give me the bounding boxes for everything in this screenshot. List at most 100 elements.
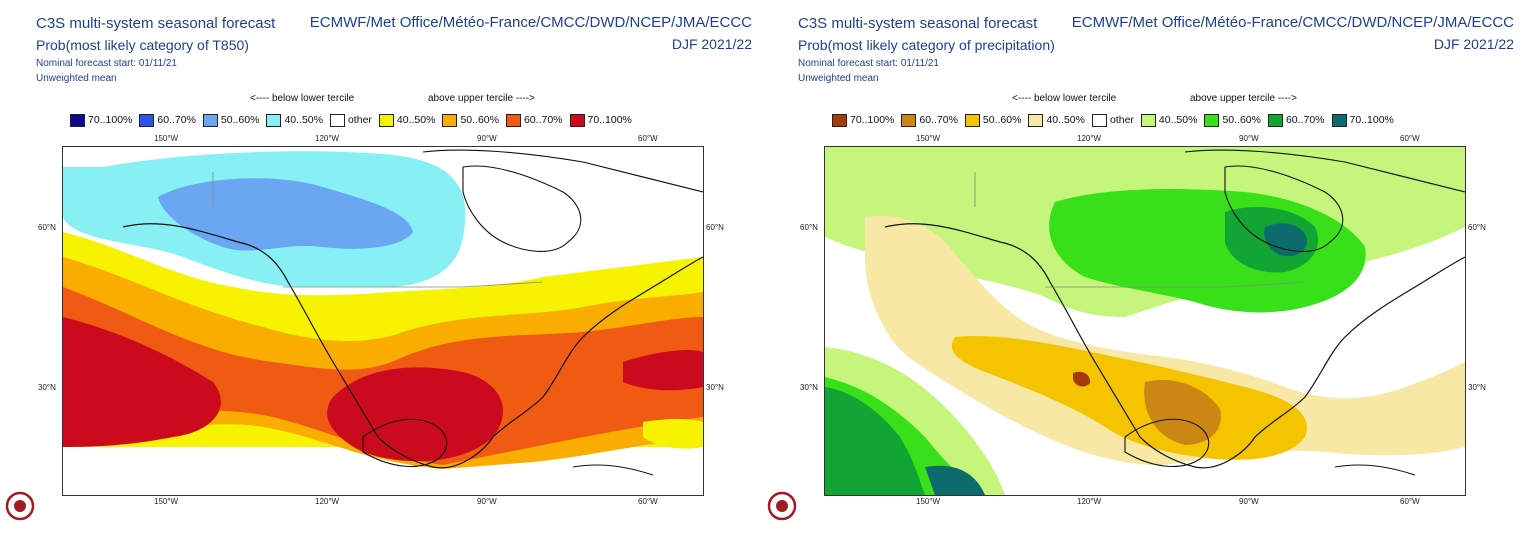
legend-label: 40..50% [284,114,323,126]
legend-item: 70..100% [832,113,895,127]
above-tercile-label: above upper tercile ----> [428,93,535,104]
below-tercile-label: <---- below lower tercile [1012,93,1117,104]
coastline [1224,165,1344,253]
precipitation-map [824,146,1466,496]
legend-swatch [202,113,218,127]
legend-swatch [1140,113,1156,127]
legend-label: 60..70% [523,114,563,126]
t850-map [62,146,704,496]
bottom-tick: 90°W [1239,497,1259,506]
top-tick: 120°W [1077,134,1102,143]
legend-item: 40..50% [1140,113,1198,127]
legend-swatch [442,113,458,127]
above-tercile-label: above upper tercile ----> [1190,93,1297,104]
legend-label: 60..70% [1285,114,1325,126]
legend-swatch [378,113,394,127]
left-tick: 30°N [800,383,818,392]
legend-item: 50..60% [1204,113,1261,127]
season: DJF 2021/22 [1433,36,1514,52]
right-tick: 30°N [706,383,724,392]
t850-70-100-above-area [327,367,503,462]
left-tick: 60°N [800,223,818,232]
legend-label: 70..100% [587,114,632,126]
legend-item: other [329,113,372,127]
coastline [1124,418,1210,468]
legend-swatch [505,113,521,127]
top-tick: 60°W [1400,134,1420,143]
legend-label: 70..100% [1349,114,1394,126]
legend-label: 40..50% [396,114,436,126]
right-tick: 60°N [1468,223,1486,232]
legend-item: 60..70% [505,113,563,127]
legend-item: 70..100% [1331,113,1394,127]
legend-item: 60..70% [1267,113,1325,127]
legend-item: 60..70% [901,113,958,127]
legend-label: 40..50% [1046,114,1085,126]
coastline [884,223,1465,469]
t850-70-100-above-area [623,350,703,391]
coastline [572,464,654,476]
below-tercile-label: <---- below lower tercile [250,93,355,104]
nominal-start: Nominal forecast start: 01/11/21 [798,58,939,69]
legend-item: 60..70% [139,113,196,127]
precip-50-60-below-area [951,336,1307,460]
c3s-logo [767,491,797,521]
coastline [1334,464,1416,476]
precip-70-100-above-area [925,465,985,495]
panel-subtitle: Prob(most likely category of T850) [36,37,249,53]
t850-40-50-above-area [643,418,703,449]
legend-swatch [964,113,980,127]
legend-swatch [1267,113,1283,127]
top-tick: 90°W [477,134,497,143]
legend-label: 70..100% [850,114,895,126]
legend-label: 50..60% [220,114,260,126]
legend-swatch [329,113,345,127]
t850-50-60-below-area [158,178,413,251]
legend-swatch [832,113,847,127]
top-tick: 90°W [1239,134,1259,143]
panel-title: C3S multi-system seasonal forecast [798,15,1038,32]
legend-swatch [901,113,917,127]
panel-title: C3S multi-system seasonal forecast [36,15,276,32]
season: DJF 2021/22 [671,36,752,52]
legend: 70..100% 60..70% 50..60% 40..50% other 4… [832,111,1401,129]
top-tick: 150°W [916,134,941,143]
t850-70-100-above-area [63,317,221,447]
legend-item: 40..50% [266,113,323,127]
legend-label: 60..70% [157,114,196,126]
legend-label: 50..60% [982,114,1022,126]
legend-swatch [139,113,155,127]
top-tick: 60°W [638,134,658,143]
legend-item: 40..50% [1028,113,1085,127]
legend-label: other [347,114,372,126]
sources: ECMWF/Met Office/Météo-France/CMCC/DWD/N… [309,14,752,31]
legend-item: 40..50% [378,113,436,127]
top-tick: 120°W [315,134,340,143]
legend-label: 70..100% [88,114,133,126]
left-tick: 60°N [38,223,56,232]
bottom-tick: 150°W [916,497,941,506]
legend-item: 70..100% [569,113,632,127]
coastline [122,223,703,469]
legend-label: 40..50% [1158,114,1198,126]
legend-label: 60..70% [919,114,958,126]
legend-item: other [1091,113,1134,127]
legend-swatch [1331,113,1347,127]
bottom-tick: 90°W [477,497,497,506]
bottom-tick: 120°W [1077,497,1102,506]
coastline [1184,149,1465,193]
bottom-tick: 150°W [154,497,179,506]
legend-label: 50..60% [1222,114,1261,126]
precip-60-70-above-area [825,387,925,495]
c3s-logo [5,491,35,521]
coastline [422,149,703,193]
precip-70-100-above-area [1264,223,1308,257]
border [974,172,1306,288]
legend-label: other [1109,114,1134,126]
legend-item: 70..100% [70,113,133,127]
legend-item: 50..60% [202,113,260,127]
legend-swatch [1091,113,1107,127]
precipitation-panel: C3S multi-system seasonal forecast Prob(… [762,0,1522,534]
border [212,172,544,288]
bottom-tick: 60°W [1400,497,1420,506]
